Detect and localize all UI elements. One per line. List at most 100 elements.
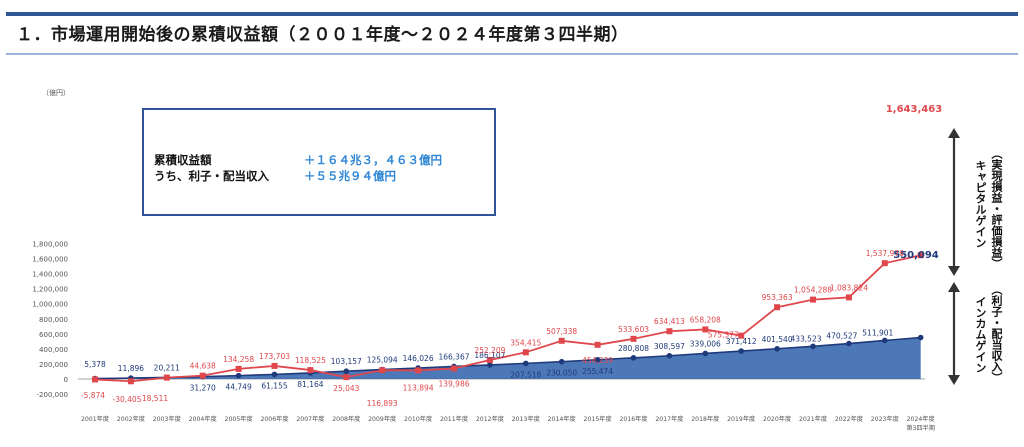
cumulative-point (92, 376, 98, 383)
income-point (882, 337, 888, 344)
income-gain-label: インカムゲイン (974, 296, 987, 373)
x-tick-label: 2016年度 (619, 415, 647, 423)
cumulative-data-label: 354,415 (510, 338, 541, 347)
x-tick-label: 2012年度 (476, 415, 504, 423)
income-point (917, 334, 924, 341)
income-point (738, 348, 744, 354)
y-tick-label: 800,000 (39, 316, 68, 324)
cumulative-data-label: 25,043 (333, 384, 359, 393)
summary-income-value: ＋５５兆９４億円 (304, 169, 396, 183)
income-data-label: 11,896 (118, 364, 144, 373)
cumulative-point (845, 294, 852, 301)
x-tick-label: 2003年度 (153, 415, 181, 423)
x-tick-label: 2011年度 (440, 415, 468, 423)
x-tick-label: 2017年度 (655, 415, 683, 423)
y-tick-label: 1,000,000 (32, 301, 68, 309)
x-tick-label: 2009年度 (368, 415, 396, 423)
cumulative-data-label: 252,209 (474, 346, 505, 355)
capital-gain-label: キャピタルゲイン (974, 160, 987, 248)
cumulative-point (881, 260, 888, 267)
y-tick-label: 1,400,000 (32, 271, 68, 279)
cumulative-data-label: 1,054,288 (794, 286, 832, 295)
cumulative-point (199, 372, 206, 379)
cumulative-point (307, 367, 314, 374)
income-point (594, 356, 601, 363)
income-data-label: 146,026 (403, 354, 434, 363)
y-tick-label: 1,800,000 (32, 240, 68, 248)
cumulative-data-label: 134,258 (223, 355, 254, 364)
cumulative-series-line (94, 254, 921, 383)
cumulative-point (522, 349, 529, 356)
income-point (702, 350, 709, 357)
y-tick-label: 0 (64, 376, 68, 384)
income-data-label: 280,808 (618, 344, 649, 353)
cumulative-point (343, 374, 350, 381)
y-tick-label: 600,000 (39, 331, 68, 339)
cumulative-point (738, 332, 745, 339)
summary-total-label: 累積収益額 (154, 153, 212, 167)
income-gain-note: （利子・配当収入） (990, 284, 1003, 383)
income-series-line (94, 336, 921, 380)
summary-row-income: うち、利子・配当収入 ＋５５兆９４億円 (154, 168, 396, 184)
income-gain-arrow-head-up (948, 282, 960, 292)
summary-income-label: うち、利子・配当収入 (154, 169, 269, 183)
cumulative-point (666, 328, 673, 335)
header-accent-bar (6, 12, 1018, 16)
x-tick-label: 2007年度 (296, 415, 324, 423)
x-tick-label: 2022年度 (835, 415, 863, 423)
x-tick-label: 2015年度 (584, 415, 612, 423)
income-point (343, 368, 350, 375)
income-point (558, 358, 565, 365)
cumulative-point (271, 362, 278, 369)
cumulative-data-label: 507,338 (546, 327, 577, 336)
x-tick-label: 2018年度 (691, 415, 719, 423)
cumulative-point (774, 304, 781, 311)
cumulative-data-label: 44,638 (190, 362, 216, 371)
cumulative-point (486, 357, 493, 364)
x-tick-label: 2020年度 (763, 415, 791, 423)
y-tick-label: 1,200,000 (32, 286, 68, 294)
cumulative-data-label: 118,525 (295, 356, 326, 365)
summary-box: 累積収益額 ＋１６４兆３，４６３億円 うち、利子・配当収入 ＋５５兆９４億円 (142, 108, 496, 216)
income-data-label: 470,527 (826, 332, 857, 341)
income-point (523, 360, 529, 367)
income-data-label: 371,412 (726, 337, 757, 346)
cumulative-point (235, 365, 242, 372)
cumulative-data-label: 1,537,976 (866, 249, 904, 258)
summary-total-value: ＋１６４兆３，４６３億円 (304, 153, 442, 167)
cumulative-data-label: 18,511 (142, 394, 168, 403)
x-tick-label: 2002年度 (117, 415, 145, 423)
income-data-label: 255,474 (582, 367, 613, 376)
income-point (235, 372, 242, 379)
cumulative-data-label: 454,239 (582, 356, 613, 365)
capital-gain-note: （実現損益・評価損益） (990, 148, 1003, 269)
income-data-label: 20,211 (154, 363, 180, 372)
income-area (95, 337, 921, 379)
x-tick-label: 2014年度 (548, 415, 576, 423)
income-data-label: 166,367 (438, 352, 469, 361)
income-data-label: 308,597 (654, 342, 685, 351)
income-data-label: 550,094 (893, 250, 939, 261)
cumulative-data-label: 116,893 (367, 399, 398, 408)
cumulative-data-label: -5,874 (81, 391, 105, 400)
cumulative-point (917, 252, 924, 259)
cumulative-data-label: 575,377 (708, 331, 739, 340)
cumulative-point (558, 337, 565, 344)
income-data-label: 511,901 (862, 328, 893, 337)
cumulative-point (810, 296, 816, 303)
cumulative-point (451, 365, 457, 372)
cumulative-data-label: 113,894 (403, 383, 434, 392)
income-point (810, 343, 816, 350)
cumulative-point (702, 326, 709, 333)
cumulative-data-label: 634,413 (654, 317, 685, 326)
y-tick-label: 200,000 (39, 361, 68, 369)
income-data-label: 230,050 (546, 369, 577, 378)
cumulative-data-label: 1,643,463 (886, 104, 942, 115)
cumulative-point (127, 378, 134, 385)
cumulative-point (630, 335, 637, 342)
y-unit-label: （億円） (42, 88, 70, 97)
income-data-label: 125,094 (367, 356, 398, 365)
capital-gain-arrow-head-down (948, 266, 960, 276)
cumulative-data-label: 173,703 (259, 352, 290, 361)
